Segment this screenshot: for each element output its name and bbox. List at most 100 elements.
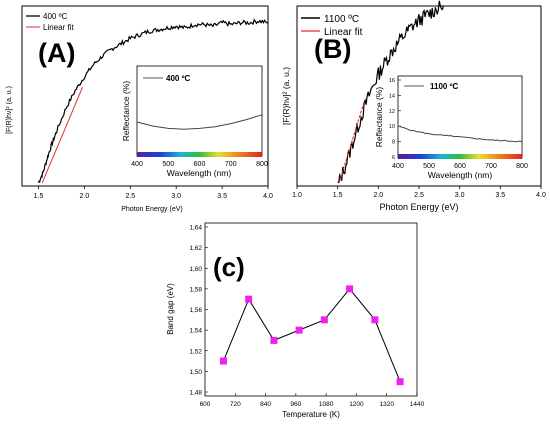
panel-a-inset-x-ticks: 400 500 600 700 800 bbox=[131, 161, 268, 168]
panel-b-series-1100c bbox=[337, 0, 444, 184]
panel-a-y-label: [F(R)hν]² (a. u.) bbox=[6, 86, 13, 134]
panel-b-inset-x-tick-label: 400 bbox=[392, 163, 404, 170]
panel-a-x-tick-label: 4.0 bbox=[263, 193, 273, 200]
panel-c-x-tick-label: 1320 bbox=[379, 401, 394, 408]
panel-c-y-tick-label: 1,52 bbox=[189, 348, 202, 355]
panel-c-y-tick-label: 1,54 bbox=[189, 328, 202, 335]
panel-b-inset-y-tick-label: 10 bbox=[389, 124, 395, 130]
panel-c-x-tick-label: 960 bbox=[290, 401, 301, 408]
panel-b-inset-y-tick-label: 6 bbox=[392, 155, 395, 161]
panel-a-inset-x-tick-label: 400 bbox=[131, 161, 143, 168]
panel-a-inset-x-tick-label: 600 bbox=[194, 161, 206, 168]
panel-a-x-label: Photon Energy (eV) bbox=[121, 206, 182, 213]
panel-a-x-ticks: 1.5 2.0 2.5 3.0 3.5 4.0 bbox=[34, 186, 273, 200]
panel-c-y-tick-label: 1,64 bbox=[189, 225, 202, 232]
panel-c-y-tick-label: 1,50 bbox=[189, 369, 202, 376]
panel-b-x-label: Photon Energy (eV) bbox=[379, 202, 458, 212]
panel-a-inset-frame bbox=[136, 65, 263, 157]
panel-a-inset-legend-label: 400 ºC bbox=[166, 74, 190, 83]
panel-b-x-tick-label: 2.0 bbox=[373, 192, 383, 199]
panel-a-inset-x-tick-label: 500 bbox=[162, 161, 174, 168]
panel-a-x-tick-label: 2.5 bbox=[125, 193, 135, 200]
panel-c-y-tick-label: 1,58 bbox=[189, 286, 202, 293]
panel-a-legend: 400 ºC Linear fit bbox=[26, 12, 74, 32]
panel-a-legend-label-0: 400 ºC bbox=[43, 12, 67, 21]
panel-a: 1.5 2.0 2.5 3.0 3.5 4.0 Photon Energy (eV) [F… bbox=[6, 5, 273, 213]
panel-c-point bbox=[245, 295, 253, 303]
panel-a-inset-series bbox=[136, 114, 263, 130]
panel-a-inset: 400 ºC 400 500 600 700 800 Wavelength (nm) R… bbox=[121, 65, 268, 178]
panel-b: 1.0 1.5 2.0 2.5 3.0 3.5 4.0 Photon Energy (eV)… bbox=[281, 0, 546, 212]
panel-b-inset-y-tick-label: 16 bbox=[389, 78, 395, 84]
panel-b-x-tick-label: 1.0 bbox=[292, 192, 302, 199]
panel-c-point bbox=[346, 285, 354, 293]
panel-b-inset-x-ticks: 400 500 600 700 800 bbox=[392, 163, 528, 170]
panel-c-x-ticks: 600 720 840 960 1080 1200 1320 1440 bbox=[200, 393, 425, 408]
panel-c-x-tick-label: 1200 bbox=[349, 401, 364, 408]
panel-b-inset-x-tick-label: 800 bbox=[516, 163, 528, 170]
panel-a-panel-label: (A) bbox=[38, 38, 75, 68]
panel-b-inset-x-tick-label: 700 bbox=[485, 163, 497, 170]
panel-c-connecting-line bbox=[222, 288, 401, 382]
panel-b-inset-y-tick-label: 8 bbox=[392, 140, 395, 146]
panel-a-x-tick-label: 1.5 bbox=[34, 193, 44, 200]
panel-b-inset-x-tick-label: 500 bbox=[423, 163, 435, 170]
panel-b-x-tick-label: 3.0 bbox=[455, 192, 465, 199]
panel-b-x-tick-label: 4.0 bbox=[536, 192, 546, 199]
panel-b-inset-series bbox=[397, 125, 523, 143]
panel-c-panel-label: (c) bbox=[213, 252, 245, 282]
panel-a-inset-x-tick-label: 800 bbox=[256, 161, 268, 168]
panel-b-legend: 1100 ºC Linear fit bbox=[301, 14, 363, 38]
panel-b-x-tick-label: 3.5 bbox=[495, 192, 505, 199]
panel-a-series-400c bbox=[37, 18, 269, 184]
panel-c-point bbox=[295, 326, 303, 334]
panel-c-point bbox=[396, 378, 404, 386]
panel-c-x-tick-label: 1440 bbox=[410, 401, 425, 408]
panel-c-x-tick-label: 1080 bbox=[319, 401, 334, 408]
panel-b-inset-y-tick-label: 14 bbox=[389, 93, 395, 99]
panel-c-y-tick-label: 1,60 bbox=[189, 266, 202, 273]
panel-c-y-ticks: 1,48 1,50 1,52 1,54 1,56 1,58 1,60 1,62 1,64 bbox=[189, 225, 208, 397]
panel-b-inset-y-tick-label: 12 bbox=[389, 109, 395, 115]
panel-b-inset-spectrum-bar bbox=[398, 154, 522, 159]
panel-c-point bbox=[371, 316, 379, 324]
panel-c-point bbox=[219, 357, 227, 365]
panel-c-x-tick-label: 600 bbox=[200, 401, 211, 408]
panel-c-x-label: Temperature (K) bbox=[282, 410, 340, 419]
panel-a-x-tick-label: 2.0 bbox=[80, 193, 90, 200]
panel-b-inset-x-tick-label: 600 bbox=[454, 163, 466, 170]
panel-c-y-tick-label: 1,62 bbox=[189, 245, 202, 252]
panel-c: 1,48 1,50 1,52 1,54 1,56 1,58 1,60 1,62 1,64 600… bbox=[166, 222, 425, 419]
panel-b-inset-x-label: Wavelength (nm) bbox=[428, 170, 493, 180]
panel-c-x-tick-label: 840 bbox=[260, 401, 271, 408]
panel-a-inset-y-label: Reflectance (%) bbox=[121, 81, 131, 142]
panel-b-panel-label: (B) bbox=[314, 34, 351, 64]
panel-b-legend-label-0: 1100 ºC bbox=[324, 14, 359, 25]
panel-c-x-tick-label: 720 bbox=[230, 401, 241, 408]
panel-a-linear-fit bbox=[41, 86, 84, 183]
panel-c-y-tick-label: 1,48 bbox=[189, 390, 202, 397]
panel-a-inset-spectrum-bar bbox=[137, 152, 262, 157]
panel-b-inset-legend-label: 1100 ºC bbox=[430, 82, 459, 91]
panel-a-inset-x-label: Wavelength (nm) bbox=[167, 168, 232, 178]
panel-b-inset-y-label: Reflectance (%) bbox=[374, 87, 384, 148]
panel-a-frame bbox=[21, 5, 269, 187]
panel-a-legend-label-1: Linear fit bbox=[43, 23, 74, 32]
panel-c-point bbox=[270, 336, 278, 344]
panel-b-legend-label-1: Linear fit bbox=[324, 27, 363, 38]
panel-a-x-tick-label: 3.0 bbox=[171, 193, 181, 200]
panel-c-markers bbox=[219, 285, 404, 386]
panel-b-inset: 6 8 10 12 14 16 1100 ºC 400 500 600 700 800 Wavel… bbox=[374, 75, 528, 180]
panel-c-y-label: Band gap (eV) bbox=[166, 283, 175, 335]
panel-b-linear-fit bbox=[338, 103, 365, 183]
panel-c-point bbox=[320, 316, 328, 324]
panel-b-inset-frame bbox=[397, 75, 523, 159]
panel-c-frame bbox=[204, 222, 418, 397]
panel-a-inset-x-tick-label: 700 bbox=[225, 161, 237, 168]
panel-b-x-ticks: 1.0 1.5 2.0 2.5 3.0 3.5 4.0 bbox=[292, 186, 546, 199]
panel-b-y-label: [F(R)hν]² (a. u.) bbox=[281, 67, 291, 125]
panel-c-y-tick-label: 1,56 bbox=[189, 307, 202, 314]
panel-b-inset-y-ticks: 6 8 10 12 14 16 bbox=[389, 78, 401, 161]
panel-b-x-tick-label: 1.5 bbox=[333, 192, 343, 199]
